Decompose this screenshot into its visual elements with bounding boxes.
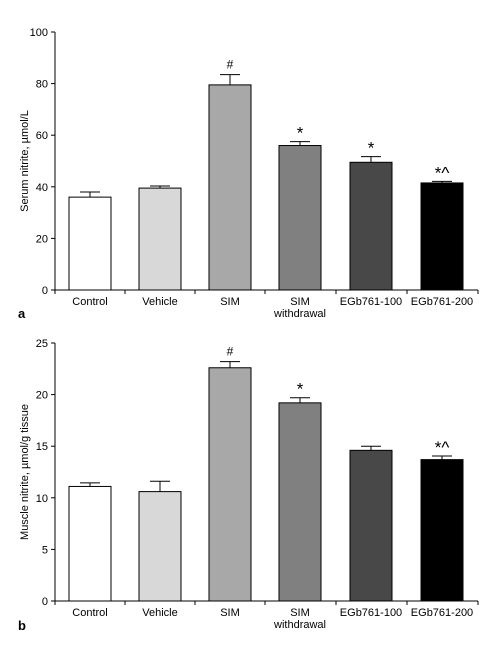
panel-letter: b bbox=[18, 618, 26, 633]
y-axis-label: Muscle nitrite, µmol/g tissue bbox=[19, 404, 31, 540]
panel-letter: a bbox=[18, 306, 26, 321]
y-tick-label: 0 bbox=[42, 596, 48, 608]
y-tick-label: 15 bbox=[36, 441, 48, 453]
y-tick-label: 60 bbox=[36, 130, 48, 142]
category-label-6: EGb761-200 bbox=[411, 607, 473, 619]
bar-4 bbox=[278, 402, 322, 602]
bar-1 bbox=[68, 485, 112, 602]
category-label-5: EGb761-100 bbox=[340, 296, 402, 308]
category-label-3: SIM bbox=[220, 607, 240, 619]
bar-3 bbox=[208, 367, 252, 602]
bar-5 bbox=[349, 449, 393, 602]
category-label-3: SIM bbox=[220, 296, 240, 308]
bar-3 bbox=[208, 84, 252, 291]
category-label-1: Control bbox=[72, 296, 107, 308]
y-tick-label: 20 bbox=[36, 233, 48, 245]
significance-marker-6: *^ bbox=[435, 438, 450, 457]
y-tick-label: 80 bbox=[36, 79, 48, 91]
significance-marker-6: *^ bbox=[435, 163, 450, 182]
significance-marker-4: * bbox=[297, 380, 304, 399]
bar-1 bbox=[68, 196, 112, 291]
significance-marker-3: # bbox=[227, 345, 234, 359]
chart-panel-b: 0 5 10 15 20 25 Muscle nitrite, µmol/g tissue C… bbox=[18, 338, 479, 633]
category-label-4: SIM withdrawal bbox=[273, 607, 326, 631]
chart-panel-a: 0 20 40 60 80 100 Serum nitrite, µmol/L Control… bbox=[18, 27, 479, 321]
category-label-2: Vehicle bbox=[142, 607, 177, 619]
bar-2 bbox=[138, 491, 182, 602]
category-label-6: EGb761-200 bbox=[411, 296, 473, 308]
y-tick-label: 0 bbox=[42, 285, 48, 297]
y-tick-label: 10 bbox=[36, 493, 48, 505]
y-tick-label: 25 bbox=[36, 338, 48, 350]
y-tick-label: 5 bbox=[42, 544, 48, 556]
significance-marker-3: # bbox=[227, 58, 234, 72]
bar-4 bbox=[278, 145, 322, 291]
category-label-4: SIM withdrawal bbox=[273, 296, 326, 320]
y-axis-label: Serum nitrite, µmol/L bbox=[19, 110, 31, 212]
significance-marker-5: * bbox=[368, 139, 375, 158]
y-tick-label: 20 bbox=[36, 390, 48, 402]
category-label-2: Vehicle bbox=[142, 296, 177, 308]
y-tick-label: 100 bbox=[30, 27, 48, 39]
category-label-1: Control bbox=[72, 607, 107, 619]
y-tick-label: 40 bbox=[36, 182, 48, 194]
significance-marker-4: * bbox=[297, 124, 304, 143]
bar-6 bbox=[420, 459, 464, 602]
category-label-5: EGb761-100 bbox=[340, 607, 402, 619]
bar-5 bbox=[349, 161, 393, 291]
bar-2 bbox=[138, 187, 182, 291]
bar-6 bbox=[420, 182, 464, 291]
